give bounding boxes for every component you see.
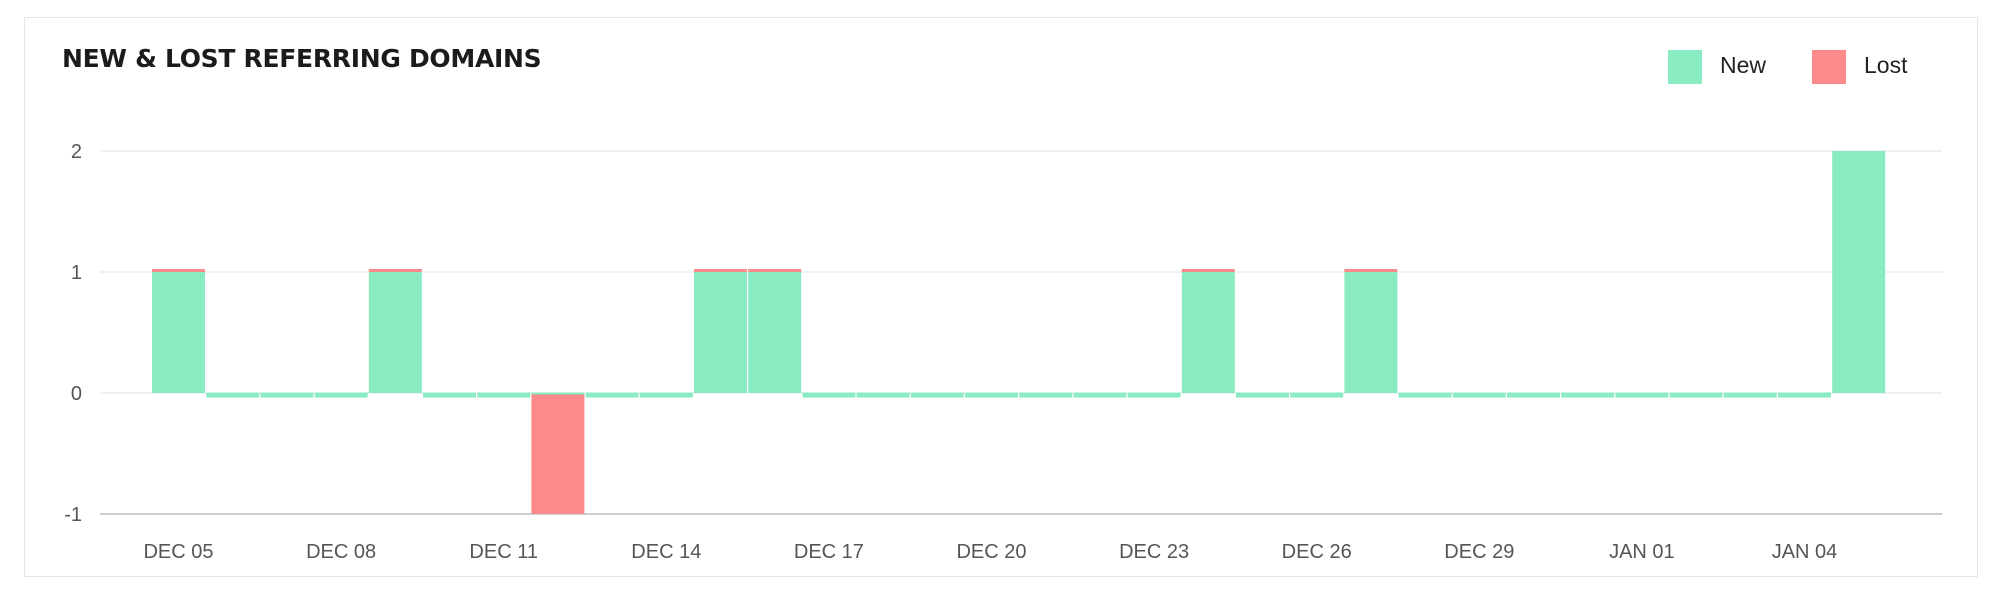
bar-new-zero [802, 392, 856, 398]
x-axis-ticks: DEC 05 DEC 08 DEC 11 DEC 14 DEC 17 DEC 20 DEC … [143, 541, 1837, 563]
bar-new [368, 272, 422, 393]
x-tick-label: DEC 11 [469, 541, 538, 563]
y-tick-label: -1 [64, 504, 82, 526]
bar-new-zero [477, 392, 531, 398]
bar-lost-marker [152, 269, 205, 272]
bar-new-zero [1669, 392, 1723, 398]
legend-label-new: New [1720, 52, 1767, 78]
bar-lost [531, 394, 585, 514]
bar-new-zero [1127, 392, 1181, 398]
legend-label-lost: Lost [1864, 52, 1908, 78]
x-tick-label: DEC 05 [143, 541, 213, 563]
y-tick-label: 2 [71, 141, 82, 163]
bar-lost-marker [1181, 269, 1235, 272]
bar-new-zero [1561, 392, 1615, 398]
bars [152, 151, 1886, 514]
bar-new-zero [1398, 392, 1452, 398]
bar-new [1832, 151, 1886, 393]
bar-new [748, 272, 802, 393]
bar-new-zero [1507, 392, 1560, 398]
y-axis-ticks: 2 1 0 -1 [64, 141, 82, 526]
y-tick-label: 1 [71, 262, 82, 284]
bar-new-zero [856, 392, 910, 398]
bar-new-zero [260, 392, 314, 398]
bar-new-zero [585, 392, 639, 398]
x-tick-label: DEC 14 [631, 541, 701, 563]
x-tick-label: DEC 23 [1119, 541, 1189, 563]
bar-new-zero [1019, 392, 1073, 398]
bar-new-zero [1452, 392, 1506, 398]
bar-new-zero [1778, 392, 1831, 398]
x-tick-label: DEC 26 [1282, 541, 1352, 563]
bar-new-zero [639, 392, 693, 398]
bar-lost-marker [748, 269, 802, 272]
bar-new-zero [314, 392, 368, 398]
bar-new-zero [423, 392, 476, 398]
bar-lost-marker [1344, 269, 1398, 272]
x-tick-label: DEC 20 [956, 541, 1026, 563]
x-tick-label: JAN 04 [1772, 541, 1838, 563]
bar-new [152, 272, 205, 393]
y-tick-label: 0 [71, 383, 82, 405]
bar-new [1344, 272, 1398, 393]
bar-new [1181, 272, 1235, 393]
x-tick-label: DEC 29 [1444, 541, 1514, 563]
bar-lost-marker [368, 269, 422, 272]
chart-card [24, 17, 1978, 577]
x-tick-label: DEC 08 [306, 541, 376, 563]
bar-new-zero [1615, 392, 1669, 398]
bar-new [694, 272, 747, 393]
bar-lost-marker [694, 269, 747, 272]
chart-title: NEW & LOST REFERRING DOMAINS [62, 44, 542, 73]
legend-swatch-lost [1812, 50, 1846, 84]
bar-new-zero [965, 392, 1018, 398]
legend-swatch-new [1668, 50, 1702, 84]
x-tick-label: JAN 01 [1609, 541, 1675, 563]
bar-new-zero [1073, 392, 1127, 398]
x-tick-label: DEC 17 [794, 541, 864, 563]
bar-new-zero [1236, 392, 1289, 398]
bar-new-zero [910, 392, 964, 398]
bar-new-zero [1290, 392, 1344, 398]
bar-new-zero [206, 392, 260, 398]
bar-new-zero [1723, 392, 1777, 398]
